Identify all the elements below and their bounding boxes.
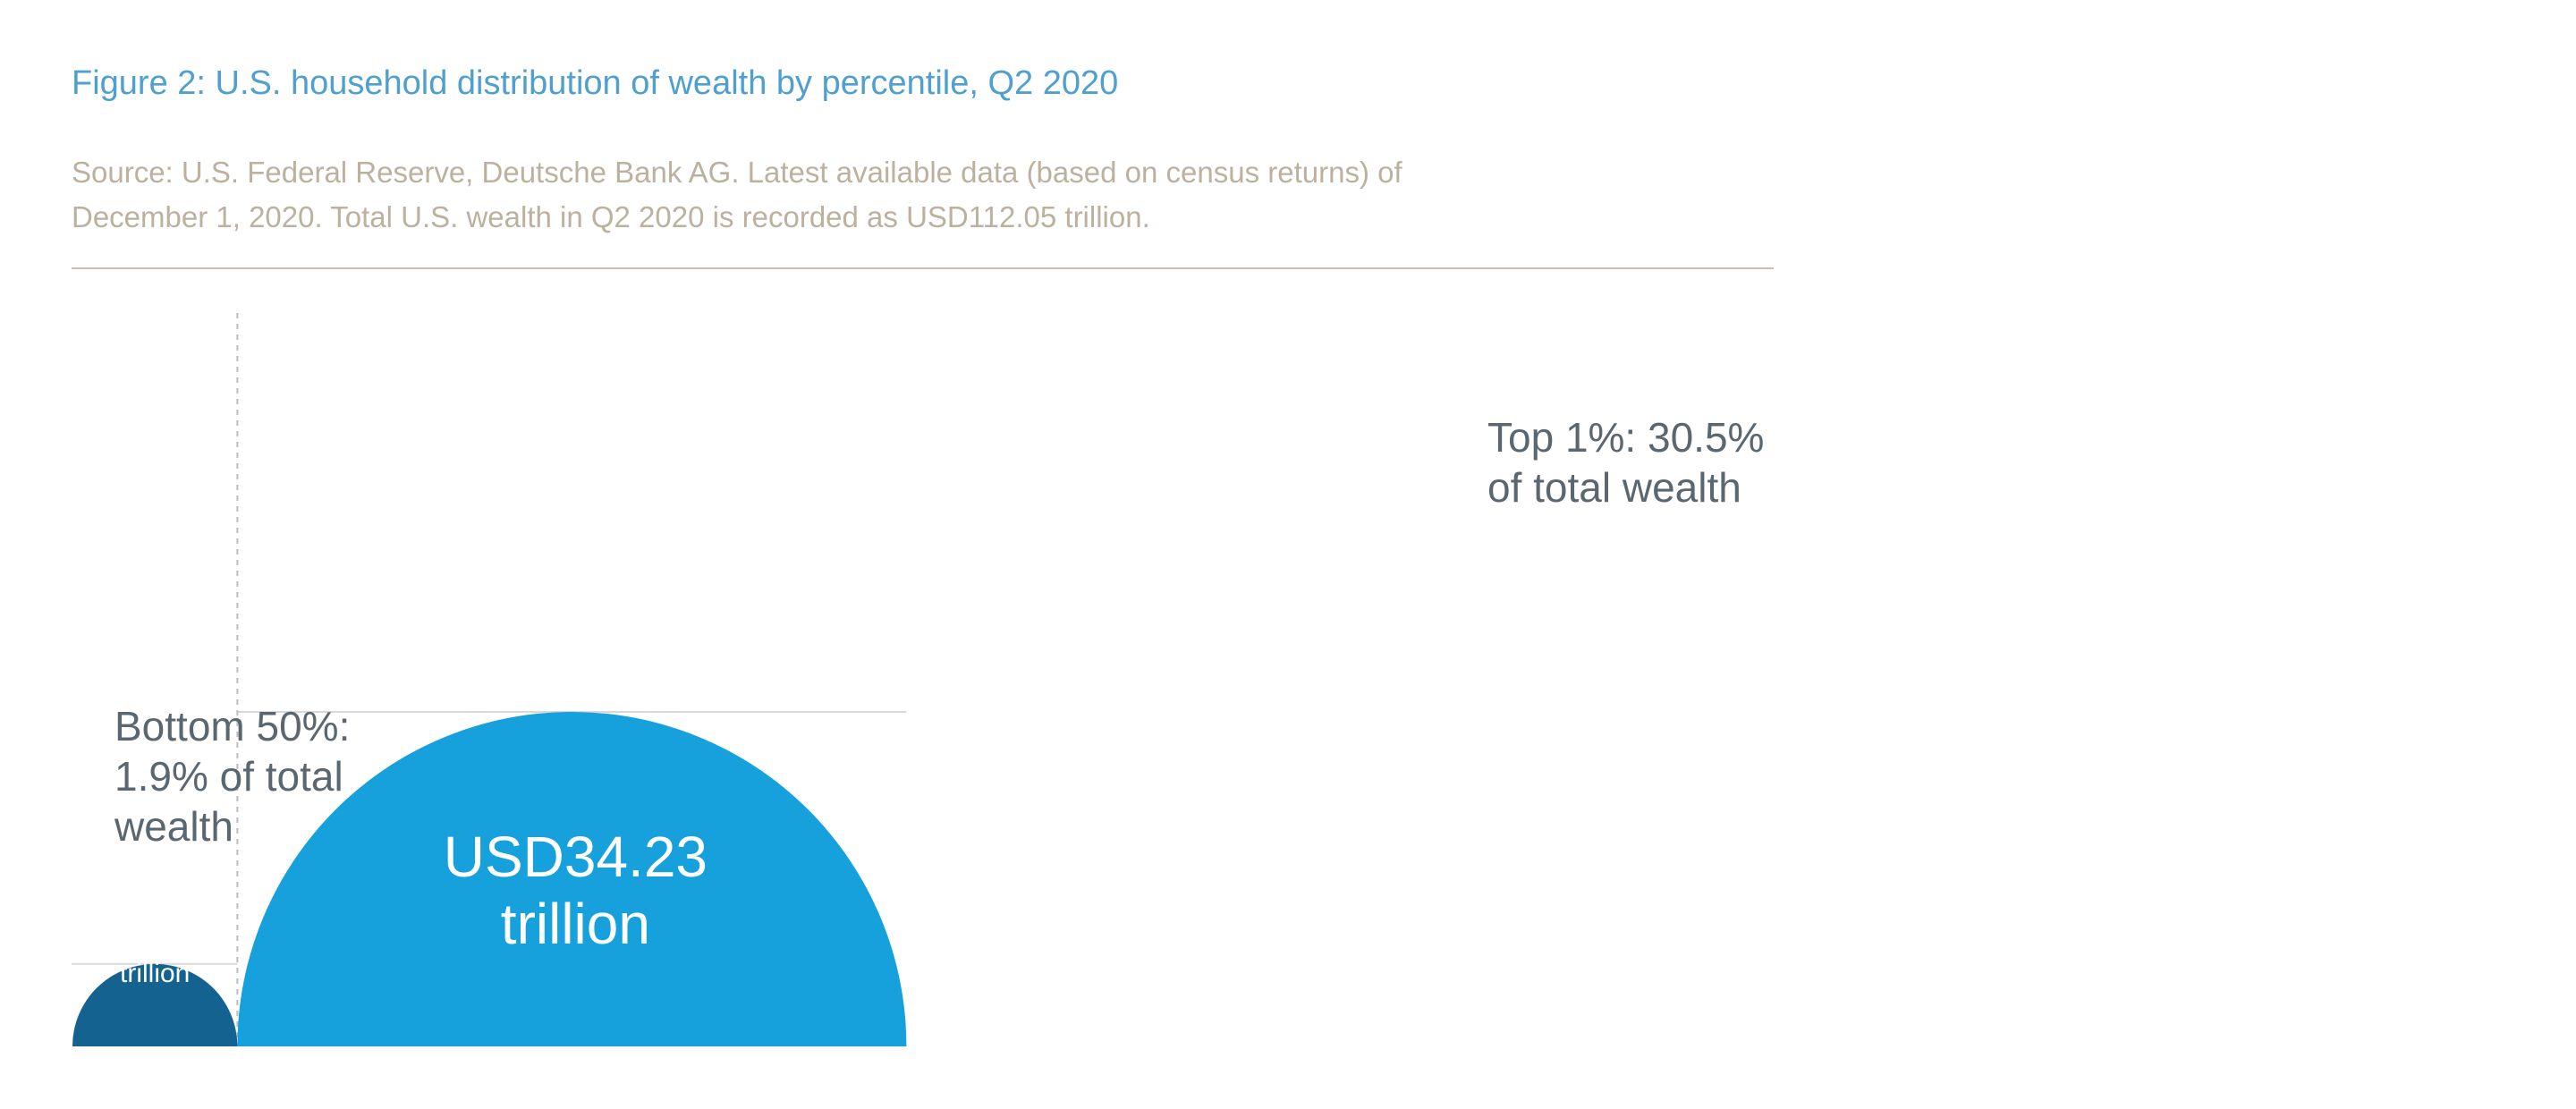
bottom-50pct-value-label: trillion bbox=[120, 959, 190, 988]
bottom-50pct-annotation: Bottom 50%: bbox=[114, 703, 350, 749]
top-1pct-value-label: trillion bbox=[501, 892, 650, 956]
source-line: Source: U.S. Federal Reserve, Deutsche B… bbox=[72, 156, 1402, 189]
chart-source-note: Source: U.S. Federal Reserve, Deutsche B… bbox=[72, 150, 1592, 240]
bottom-50pct-value-label: USD2.08 bbox=[100, 925, 209, 954]
top-1pct-annotation: Top 1%: 30.5% bbox=[1487, 414, 1764, 461]
bottom-50pct-annotation: wealth bbox=[114, 803, 233, 850]
source-line: December 1, 2020. Total U.S. wealth in Q… bbox=[72, 200, 1150, 233]
top-1pct-semicircle bbox=[237, 712, 907, 1046]
chart-title: Figure 2: U.S. household distribution of… bbox=[72, 64, 1119, 102]
top-1pct-value-label: USD34.23 bbox=[444, 825, 708, 889]
bottom-50pct-semicircle bbox=[72, 963, 238, 1047]
bottom-50pct-annotation: 1.9% of total bbox=[114, 753, 343, 800]
header-divider bbox=[72, 267, 1774, 269]
top-1pct-annotation: of total wealth bbox=[1487, 464, 1741, 511]
